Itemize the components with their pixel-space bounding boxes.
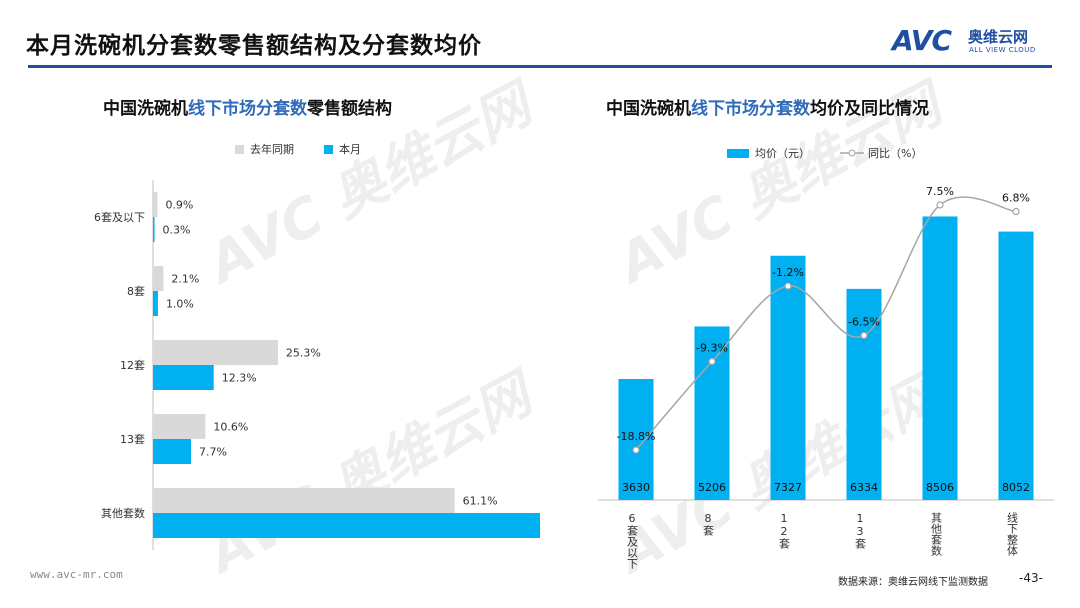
bar-this-month [153,217,155,242]
right-title-highlight: 线下市场分套数 [691,99,810,119]
data-label: 12.3% [222,372,257,385]
header-divider [28,65,1052,68]
yoy-line [635,196,1017,451]
yoy-point [936,201,944,209]
yoy-label: -9.3% [696,342,728,355]
bar-avg-price [770,255,806,500]
bar-last-year [153,414,206,439]
right-chart-title: 中国洗碗机线下市场分套数均价及同比情况 [606,94,929,119]
category-label: 其他套数 [930,512,943,557]
category-label: 13套 [120,433,145,446]
bar-avg-price [922,216,958,500]
legend-item-avg-price: 均价（元） [727,145,810,161]
bar-avg-price [694,326,730,500]
page-number: -43- [1019,571,1043,585]
legend-label: 均价（元） [755,147,810,160]
legend-item-yoy: 同比（%） [840,145,922,161]
category-label: 6套及以下 [94,211,145,224]
data-label: 0.3% [163,224,191,237]
data-label: 0.9% [165,199,193,212]
legend-item-last-year: 去年同期 [235,141,294,157]
data-label: 2.1% [171,273,199,286]
left-bar-chart: 6套及以下 0.9% 0.3% 8套 2.1% 1.0% 12套 25.3% 12.3% 13套 1… [94,180,540,550]
left-chart-title: 中国洗碗机线下市场分套数零售额结构 [103,94,392,119]
data-label: 7327 [774,481,802,494]
bar-last-year [153,192,158,217]
category-label: 6套及以下 [626,512,639,570]
yoy-label: -6.5% [848,315,880,328]
legend-label: 同比（%） [868,147,923,160]
yoy-point [1012,207,1020,216]
legend-label: 去年同期 [250,143,294,156]
category-label: 8套 [127,285,145,298]
legend-line-marker [840,149,864,157]
yoy-label: -18.8% [617,430,656,443]
yoy-label: 7.5% [926,185,954,198]
avc-logo: AVC 奥维云网 ALL VIEW CLOUD [892,24,1062,60]
logo-chinese: 奥维云网 [968,28,1029,46]
logo-english: ALL VIEW CLOUD [969,46,1036,54]
bar-this-month [153,439,192,464]
page-title: 本月洗碗机分套数零售额结构及分套数均价 [26,33,482,59]
category-label: 其他套数 [101,507,145,520]
category-label: 线下整体 [1006,511,1019,556]
category-label: 8套 [702,512,715,536]
left-title-part1: 中国洗碗机 [103,99,188,119]
yoy-point [860,331,868,340]
legend-swatch [235,144,244,154]
data-label: 5206 [698,481,726,494]
bar-this-month [153,513,540,538]
data-label: 25.3% [286,347,321,360]
right-title-part1: 中国洗碗机 [606,99,691,119]
yoy-point [708,357,716,366]
right-title-part2: 均价及同比情况 [810,99,929,119]
yoy-point [784,282,792,290]
bar-last-year [153,488,455,513]
bar-avg-price [998,231,1034,500]
bar-last-year [153,266,164,291]
data-label: 10.6% [213,421,248,434]
category-label: 13套 [854,512,867,549]
yoy-label: 6.8% [1002,192,1030,205]
data-label: 3630 [622,481,650,494]
bar-last-year [153,340,278,365]
category-label: 12套 [778,512,791,549]
legend-swatch [727,148,749,158]
yoy-point [632,446,640,454]
bar-avg-price [618,379,654,500]
data-label: 1.0% [166,298,194,311]
right-chart-legend: 均价（元） 同比（%） [727,145,952,161]
logo-mark: AVC [892,24,952,57]
left-chart-legend: 去年同期 本月 [235,141,391,157]
legend-swatch [324,144,333,154]
bar-this-month [153,365,214,390]
left-title-part2: 零售额结构 [307,99,392,119]
data-label: 8506 [926,481,954,494]
footer-website: www.avc-mr.com [30,568,123,581]
bar-this-month [153,291,158,316]
footer-source: 数据来源：奥维云网线下监测数据 [838,577,988,588]
data-label: 6334 [850,481,878,494]
left-title-highlight: 线下市场分套数 [188,99,307,119]
legend-label: 本月 [339,143,361,156]
right-combo-chart: 3630 6套及以下 5206 8套 7327 12套 6334 13套 8506 其他套数 805… [598,185,1054,570]
category-label: 12套 [120,359,145,372]
data-label: 8052 [1002,481,1030,494]
legend-item-this-month: 本月 [324,141,361,157]
data-label: 61.1% [463,495,498,508]
data-label: 7.7% [199,446,227,459]
yoy-label: -1.2% [772,266,804,279]
